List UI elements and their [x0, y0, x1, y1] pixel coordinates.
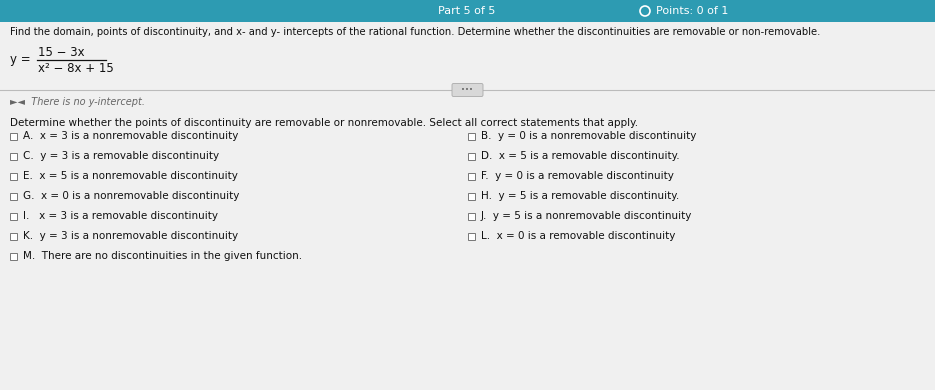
Bar — [468, 172, 475, 179]
Bar — [468, 152, 475, 160]
Text: 15 − 3x: 15 − 3x — [38, 46, 85, 60]
Text: K.  y = 3 is a nonremovable discontinuity: K. y = 3 is a nonremovable discontinuity — [23, 231, 238, 241]
Bar — [468, 193, 475, 200]
Text: G.  x = 0 is a nonremovable discontinuity: G. x = 0 is a nonremovable discontinuity — [23, 191, 239, 201]
Bar — [10, 152, 17, 160]
Text: D.  x = 5 is a removable discontinuity.: D. x = 5 is a removable discontinuity. — [481, 151, 680, 161]
Bar — [10, 252, 17, 259]
Text: E.  x = 5 is a nonremovable discontinuity: E. x = 5 is a nonremovable discontinuity — [23, 171, 237, 181]
Text: Part 5 of 5: Part 5 of 5 — [439, 6, 496, 16]
Text: F.  y = 0 is a removable discontinuity: F. y = 0 is a removable discontinuity — [481, 171, 674, 181]
Bar — [468, 133, 475, 140]
Bar — [468, 213, 475, 220]
Text: •••: ••• — [462, 87, 473, 93]
Text: J.  y = 5 is a nonremovable discontinuity: J. y = 5 is a nonremovable discontinuity — [481, 211, 693, 221]
Text: x² − 8x + 15: x² − 8x + 15 — [38, 62, 114, 76]
Text: B.  y = 0 is a nonremovable discontinuity: B. y = 0 is a nonremovable discontinuity — [481, 131, 697, 141]
Text: y =: y = — [10, 53, 31, 67]
Text: Find the domain, points of discontinuity, and x- and y- intercepts of the ration: Find the domain, points of discontinuity… — [10, 27, 820, 37]
Text: L.  x = 0 is a removable discontinuity: L. x = 0 is a removable discontinuity — [481, 231, 675, 241]
Bar — [10, 193, 17, 200]
Bar — [10, 213, 17, 220]
Text: M.  There are no discontinuities in the given function.: M. There are no discontinuities in the g… — [23, 251, 302, 261]
Text: Points: 0 of 1: Points: 0 of 1 — [656, 6, 728, 16]
Bar — [10, 172, 17, 179]
Bar — [10, 133, 17, 140]
Text: A.  x = 3 is a nonremovable discontinuity: A. x = 3 is a nonremovable discontinuity — [23, 131, 238, 141]
FancyBboxPatch shape — [452, 83, 483, 96]
Bar — [0, 0, 935, 22]
Bar — [10, 232, 17, 239]
Text: C.  y = 3 is a removable discontinuity: C. y = 3 is a removable discontinuity — [23, 151, 219, 161]
Bar — [468, 232, 475, 239]
Text: H.  y = 5 is a removable discontinuity.: H. y = 5 is a removable discontinuity. — [481, 191, 679, 201]
Text: Determine whether the points of discontinuity are removable or nonremovable. Sel: Determine whether the points of disconti… — [10, 118, 638, 128]
Text: I.   x = 3 is a removable discontinuity: I. x = 3 is a removable discontinuity — [23, 211, 218, 221]
Text: ►◄  There is no y-intercept.: ►◄ There is no y-intercept. — [10, 97, 145, 107]
